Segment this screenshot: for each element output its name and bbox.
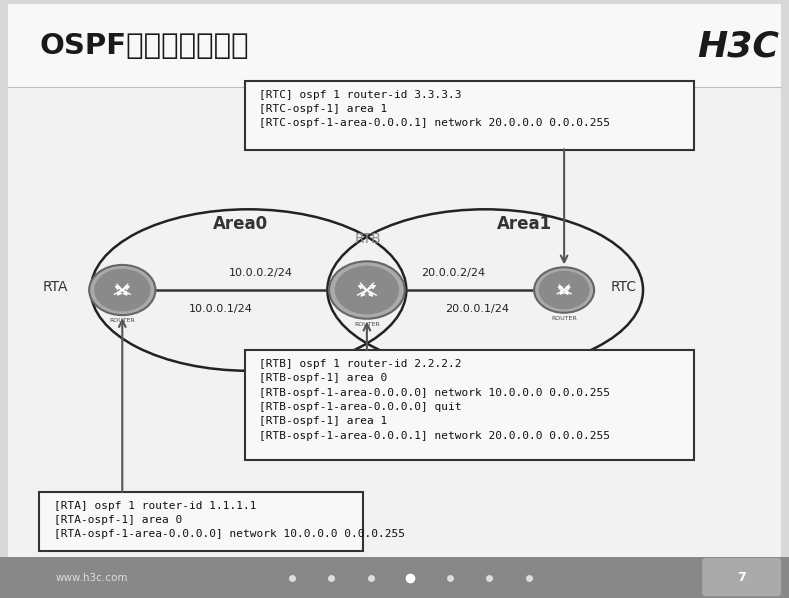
Circle shape: [329, 261, 405, 319]
FancyBboxPatch shape: [245, 350, 694, 460]
FancyBboxPatch shape: [702, 558, 781, 596]
Text: [RTB] ospf 1 router-id 2.2.2.2
[RTB-ospf-1] area 0
[RTB-ospf-1-area-0.0.0.0] net: [RTB] ospf 1 router-id 2.2.2.2 [RTB-ospf…: [259, 359, 610, 441]
Text: 7: 7: [737, 571, 746, 584]
Text: 10.0.0.2/24: 10.0.0.2/24: [228, 269, 293, 278]
Text: [RTA] ospf 1 router-id 1.1.1.1
[RTA-ospf-1] area 0
[RTA-ospf-1-area-0.0.0.0] net: [RTA] ospf 1 router-id 1.1.1.1 [RTA-ospf…: [54, 501, 405, 539]
FancyBboxPatch shape: [8, 4, 781, 87]
FancyBboxPatch shape: [8, 4, 781, 557]
Text: Area1: Area1: [497, 215, 552, 233]
Circle shape: [94, 269, 151, 312]
Text: 20.0.0.1/24: 20.0.0.1/24: [445, 304, 510, 314]
Circle shape: [89, 265, 155, 315]
Text: RTA: RTA: [43, 280, 68, 294]
FancyBboxPatch shape: [39, 492, 363, 551]
Text: RTB: RTB: [354, 232, 381, 246]
Text: OSPF多区域配置示例: OSPF多区域配置示例: [39, 32, 249, 60]
Circle shape: [534, 267, 594, 313]
Text: H3C: H3C: [697, 29, 779, 63]
Text: 10.0.0.1/24: 10.0.0.1/24: [189, 304, 252, 314]
Text: 20.0.0.2/24: 20.0.0.2/24: [421, 269, 486, 278]
Text: [RTC] ospf 1 router-id 3.3.3.3
[RTC-ospf-1] area 1
[RTC-ospf-1-area-0.0.0.1] net: [RTC] ospf 1 router-id 3.3.3.3 [RTC-ospf…: [259, 90, 610, 129]
Text: www.h3c.com: www.h3c.com: [55, 573, 128, 582]
Circle shape: [539, 271, 589, 309]
Text: Area0: Area0: [213, 215, 268, 233]
Text: RTC: RTC: [610, 280, 637, 294]
Text: ROUTER: ROUTER: [354, 322, 380, 327]
FancyBboxPatch shape: [245, 81, 694, 150]
FancyBboxPatch shape: [0, 557, 789, 598]
Circle shape: [335, 266, 399, 315]
Text: ROUTER: ROUTER: [110, 318, 135, 323]
Text: ROUTER: ROUTER: [552, 316, 577, 321]
